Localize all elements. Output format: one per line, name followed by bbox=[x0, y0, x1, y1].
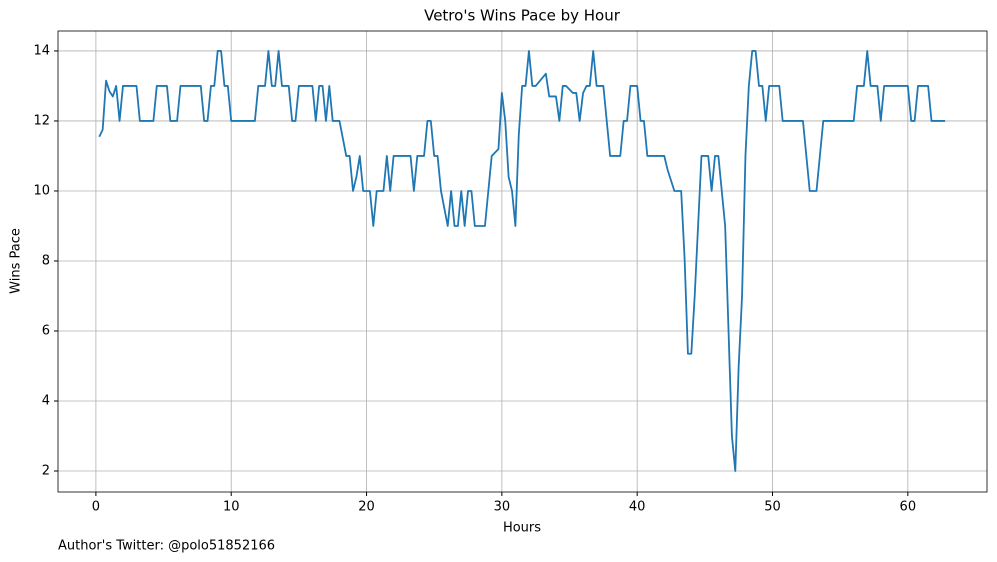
x-tick-label: 50 bbox=[764, 500, 781, 515]
line bbox=[98, 50, 946, 472]
x-tick-label: 60 bbox=[900, 500, 917, 515]
chart-title: Vetro's Wins Pace by Hour bbox=[424, 7, 621, 25]
x-axis-label: Hours bbox=[503, 521, 541, 536]
x-tick-label: 10 bbox=[223, 500, 240, 515]
x-tick-label: 20 bbox=[358, 500, 375, 515]
y-axis-label: Wins Pace bbox=[9, 228, 24, 294]
plot-frame bbox=[57, 30, 988, 493]
y-tick-label: 6 bbox=[42, 323, 50, 338]
y-tick-label: 12 bbox=[33, 113, 50, 128]
x-tick-label: 40 bbox=[629, 500, 646, 515]
x-tick-label: 0 bbox=[92, 500, 100, 515]
annotation: Author's Twitter: @polo51852166 bbox=[58, 539, 275, 554]
y-tick-label: 10 bbox=[33, 183, 50, 198]
y-tick-label: 2 bbox=[42, 463, 50, 478]
y-tick-label: 8 bbox=[42, 253, 50, 268]
y-tick-label: 4 bbox=[42, 393, 50, 408]
y-tick-label: 14 bbox=[33, 43, 50, 58]
x-tick-label: 30 bbox=[494, 500, 511, 515]
